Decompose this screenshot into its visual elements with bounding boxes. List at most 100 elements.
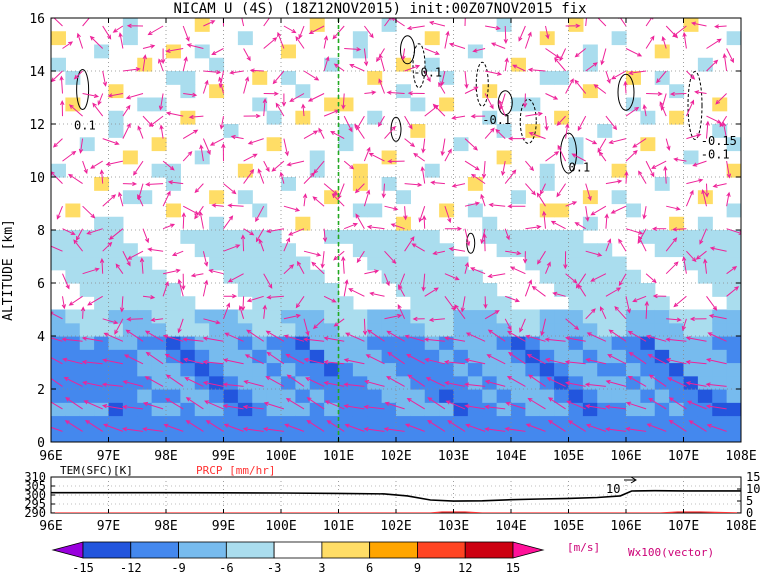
shade-cell [582,362,598,377]
shade-cell [324,375,340,390]
wind-vector-arrow [92,102,104,117]
wind-vector-arrow [726,191,731,207]
shade-cell [582,389,598,403]
wind-vector-arrow [348,288,365,297]
wind-vector-arrow [552,291,566,297]
shade-cell [338,230,354,244]
shade-cell [511,389,526,403]
shade-cell [568,415,584,430]
wind-vector-arrow [366,329,385,342]
wind-vector-arrow [244,354,264,365]
shade-cell [482,84,498,99]
wind-vector-arrow [599,306,607,320]
shade-cell [669,309,685,324]
wind-vector-arrow [165,48,184,53]
shade-cell [338,349,354,364]
wind-vector-arrow [165,111,184,117]
shade-cell [266,110,282,125]
shade-cell [367,243,383,258]
wind-vector-arrow [668,397,687,410]
shade-cell [410,349,426,364]
shade-cell [525,349,541,364]
shade-cell [396,402,411,417]
shade-cell [65,375,81,390]
wind-vector-arrow [323,295,337,303]
shade-cell [439,336,455,350]
shade-cell [597,375,613,390]
wind-vector-arrow [202,79,209,94]
shade-cell [726,349,741,364]
shade-cell [151,137,167,152]
sub-x-tick-label: 99E [212,519,235,534]
shade-cell [108,216,124,231]
shade-cell [611,402,627,417]
shade-cell [712,362,728,377]
wind-vector-arrow [464,138,478,151]
shade-cell [482,336,498,350]
shade-cell [467,349,483,364]
shade-cell [166,296,181,311]
wind-vector-arrow [343,115,353,133]
wind-vector-arrow [115,263,124,274]
shade-cell [352,362,368,377]
shade-cell [252,71,268,85]
wind-vector-arrow [242,427,264,432]
wind-vector-arrow [618,273,627,287]
shade-cell [611,389,627,403]
shade-cell [266,336,282,350]
wind-vector-arrow [246,295,264,303]
wind-vector-arrow [63,377,83,387]
wind-vector-arrow [585,62,598,72]
shade-cell [324,362,340,377]
wind-vector-arrow [265,376,285,387]
wind-vector-arrow [341,255,346,274]
wind-vector-arrow [82,267,100,275]
shade-cell [410,428,426,442]
shade-cell [424,415,440,430]
shade-cell [697,216,713,231]
shade-cell [166,322,181,337]
shade-cell [467,322,483,337]
wind-vector-arrow [82,18,90,27]
wind-vector-arrow [465,423,486,432]
shade-cell [94,256,110,271]
y-tick-label: 2 [37,383,45,398]
shade-cell [697,375,713,390]
shade-cell [669,402,685,417]
wind-vector-arrow [484,127,495,139]
wind-vector-arrow [406,25,425,31]
wind-vector-arrow [86,228,103,235]
wind-vector-arrow [383,427,405,432]
wind-vector-arrow [306,397,325,410]
y-tick-label: 4 [37,330,45,345]
wind-vector-arrow [147,25,164,36]
wind-vector-arrow [343,279,349,297]
shade-cell [568,296,584,311]
shade-cell [281,389,296,403]
shade-cell [180,296,196,311]
shade-cell [683,375,699,390]
shade-cell [439,402,455,417]
shade-cell [712,124,728,138]
wind-vector-arrow [495,128,506,139]
shade-cell [525,322,541,337]
wind-vector-arrow [199,144,204,162]
shade-cell [582,375,598,390]
shade-cell [352,336,368,350]
contour-line [400,35,415,65]
wind-vector-arrow [397,304,406,320]
shade-cell [51,243,66,258]
shade-cell [266,402,282,417]
shade-cell [712,375,728,390]
wind-vector-arrow [185,420,204,432]
wind-vector-arrow [430,180,445,185]
wind-vector-arrow [167,180,184,185]
wind-vector-arrow [531,285,546,297]
shade-cell [94,230,110,244]
shade-cell [122,283,138,297]
shade-cell [597,256,613,271]
wind-vector-arrow [586,332,607,342]
shade-cell [223,256,239,271]
shade-cell [626,336,641,350]
shade-cell [209,402,225,417]
